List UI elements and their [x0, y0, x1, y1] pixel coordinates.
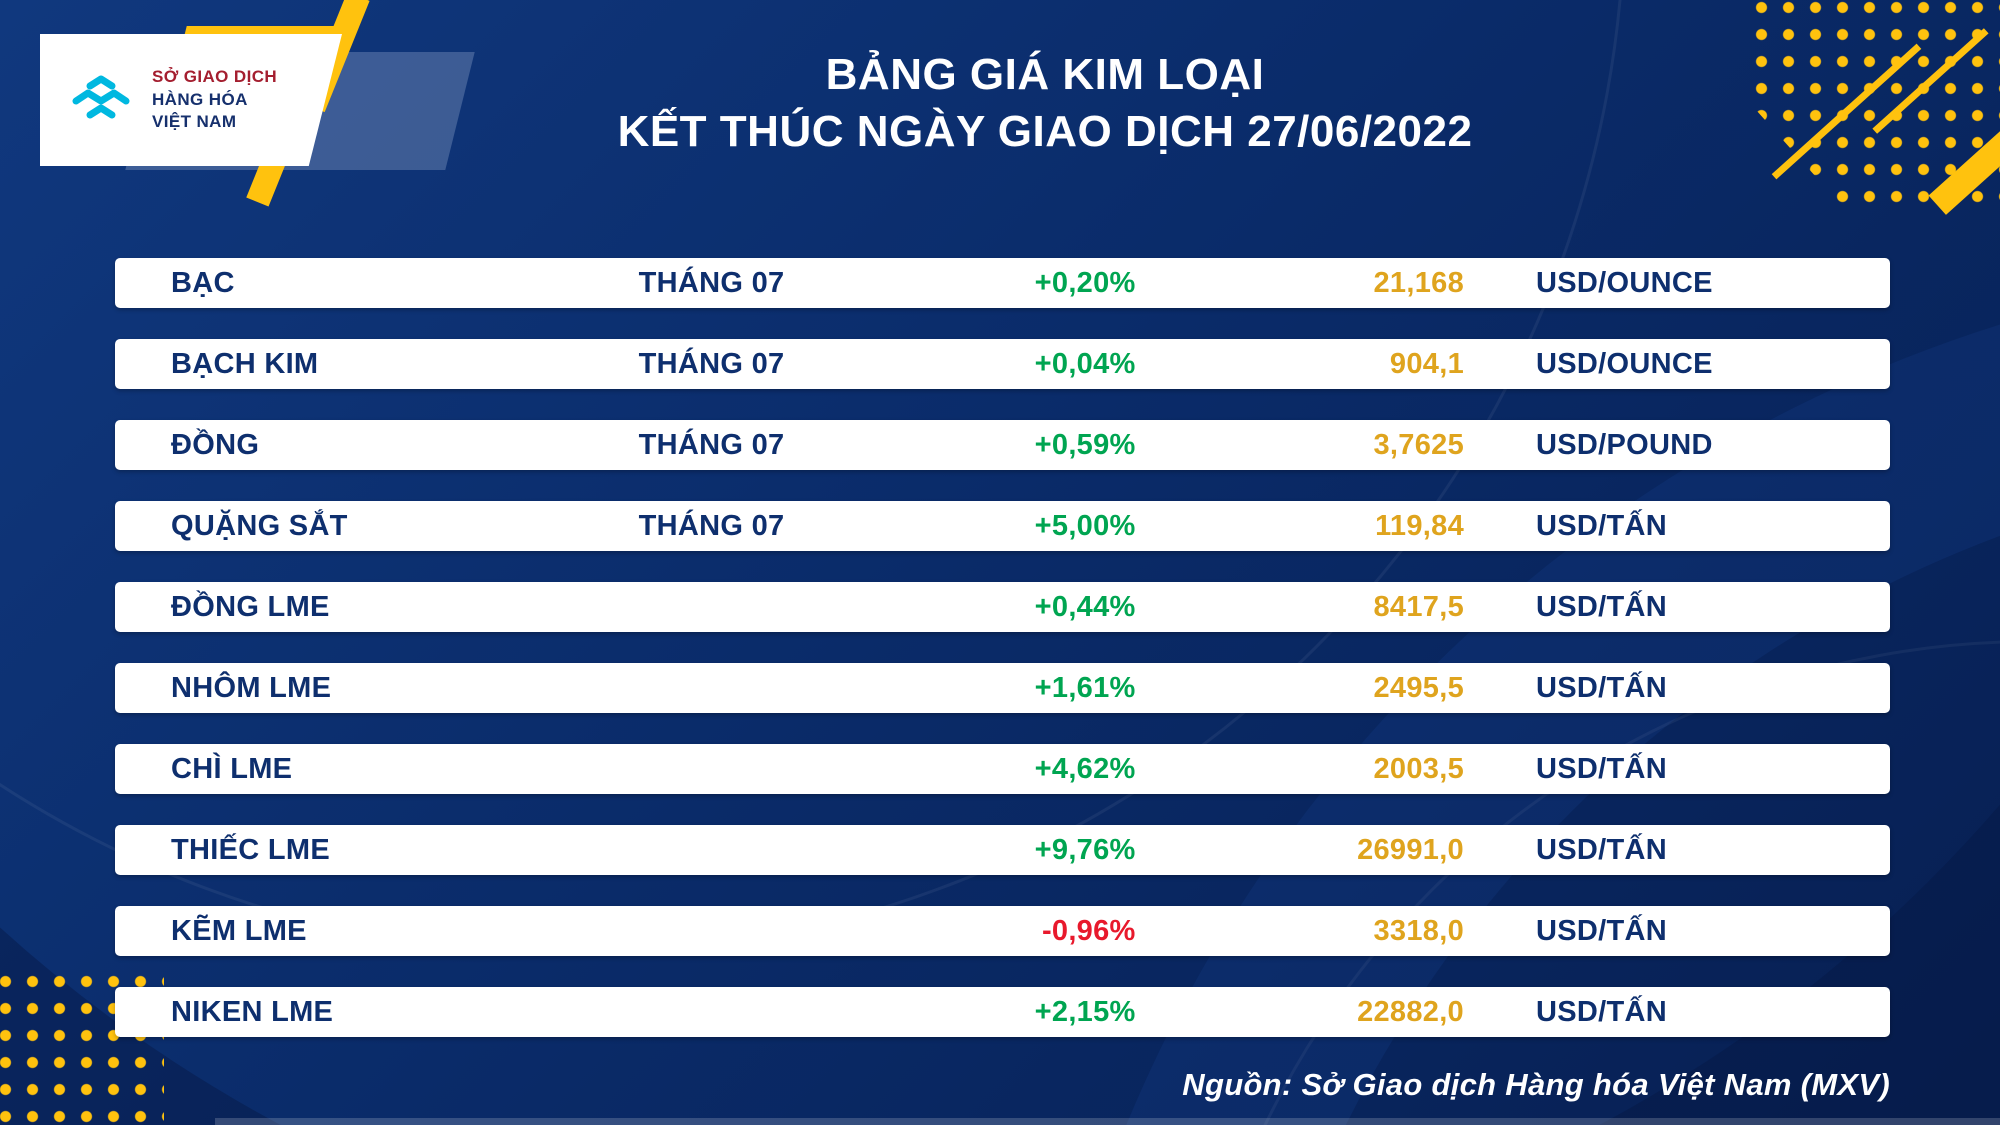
row-unit: USD/TẤN	[1536, 509, 1667, 542]
row-month: THÁNG 07	[638, 509, 785, 542]
row-change: +4,62%	[1034, 752, 1136, 785]
table-row: NIKEN LME +2,15% 22882,0 USD/TẤN	[115, 987, 1890, 1037]
logo-text-line3: VIỆT NAM	[152, 112, 237, 132]
row-price: 21,168	[1373, 266, 1464, 299]
row-unit: USD/OUNCE	[1536, 266, 1713, 299]
row-unit: USD/TẤN	[1536, 833, 1667, 866]
page-title: BẢNG GIÁ KIM LOẠI KẾT THÚC NGÀY GIAO DỊC…	[420, 46, 1670, 160]
table-row: BẠCH KIM THÁNG 07 +0,04% 904,1 USD/OUNCE	[115, 339, 1890, 389]
row-commodity: NIKEN LME	[171, 995, 334, 1028]
row-price: 22882,0	[1357, 995, 1464, 1028]
row-month: THÁNG 07	[638, 266, 785, 299]
logo-text-line1: SỞ GIAO DỊCH	[152, 67, 278, 87]
row-price: 3,7625	[1373, 428, 1464, 461]
row-commodity: THIẾC LME	[171, 833, 330, 866]
row-change: +5,00%	[1034, 509, 1136, 542]
row-month: THÁNG 07	[638, 428, 785, 461]
row-commodity: NHÔM LME	[171, 671, 332, 704]
row-price: 904,1	[1389, 347, 1464, 380]
bottom-edge-strip	[215, 1118, 2000, 1125]
row-change: +0,44%	[1034, 590, 1136, 623]
row-change: +0,04%	[1034, 347, 1136, 380]
logo-wordmark: SỞ GIAO DỊCH HÀNG HÓA VIỆT NAM	[152, 66, 277, 133]
row-commodity: ĐỒNG	[171, 428, 260, 461]
row-unit: USD/TẤN	[1536, 752, 1667, 785]
row-commodity: QUẶNG SẮT	[171, 509, 348, 542]
row-unit: USD/OUNCE	[1536, 347, 1713, 380]
logo-banner: SỞ GIAO DỊCH HÀNG HÓA VIỆT NAM	[40, 34, 342, 166]
row-price: 2003,5	[1373, 752, 1464, 785]
row-unit: USD/POUND	[1536, 428, 1713, 461]
row-change: +0,59%	[1034, 428, 1136, 461]
logo-text-line2: HÀNG HÓA	[152, 89, 248, 109]
row-price: 26991,0	[1357, 833, 1464, 866]
price-table: BẠC THÁNG 07 +0,20% 21,168 USD/OUNCE BẠC…	[115, 258, 1890, 1037]
table-row: QUẶNG SẮT THÁNG 07 +5,00% 119,84 USD/TẤN	[115, 501, 1890, 551]
row-commodity: BẠCH KIM	[171, 347, 319, 380]
row-commodity: CHÌ LME	[171, 752, 293, 785]
row-change: +1,61%	[1034, 671, 1136, 704]
table-row: THIẾC LME +9,76% 26991,0 USD/TẤN	[115, 825, 1890, 875]
table-row: ĐỒNG THÁNG 07 +0,59% 3,7625 USD/POUND	[115, 420, 1890, 470]
row-change: -0,96%	[1041, 914, 1136, 947]
title-line2: KẾT THÚC NGÀY GIAO DỊCH 27/06/2022	[617, 107, 1473, 156]
row-price: 2495,5	[1373, 671, 1464, 704]
table-row: CHÌ LME +4,62% 2003,5 USD/TẤN	[115, 744, 1890, 794]
table-row: KẼM LME -0,96% 3318,0 USD/TẤN	[115, 906, 1890, 956]
title-line1: BẢNG GIÁ KIM LOẠI	[825, 50, 1265, 99]
table-row: ĐỒNG LME +0,44% 8417,5 USD/TẤN	[115, 582, 1890, 632]
row-unit: USD/TẤN	[1536, 995, 1667, 1028]
row-change: +2,15%	[1034, 995, 1136, 1028]
row-unit: USD/TẤN	[1536, 590, 1667, 623]
row-commodity: ĐỒNG LME	[171, 590, 330, 623]
mxv-logo-icon	[72, 75, 130, 119]
row-change: +9,76%	[1034, 833, 1136, 866]
row-commodity: BẠC	[171, 266, 235, 299]
row-unit: USD/TẤN	[1536, 671, 1667, 704]
row-month: THÁNG 07	[638, 347, 785, 380]
row-price: 8417,5	[1373, 590, 1464, 623]
row-unit: USD/TẤN	[1536, 914, 1667, 947]
row-commodity: KẼM LME	[171, 914, 307, 947]
table-row: BẠC THÁNG 07 +0,20% 21,168 USD/OUNCE	[115, 258, 1890, 308]
table-row: NHÔM LME +1,61% 2495,5 USD/TẤN	[115, 663, 1890, 713]
source-credit: Nguồn: Sở Giao dịch Hàng hóa Việt Nam (M…	[1182, 1067, 1890, 1102]
row-price: 3318,0	[1373, 914, 1464, 947]
row-change: +0,20%	[1034, 266, 1136, 299]
row-price: 119,84	[1375, 509, 1464, 542]
